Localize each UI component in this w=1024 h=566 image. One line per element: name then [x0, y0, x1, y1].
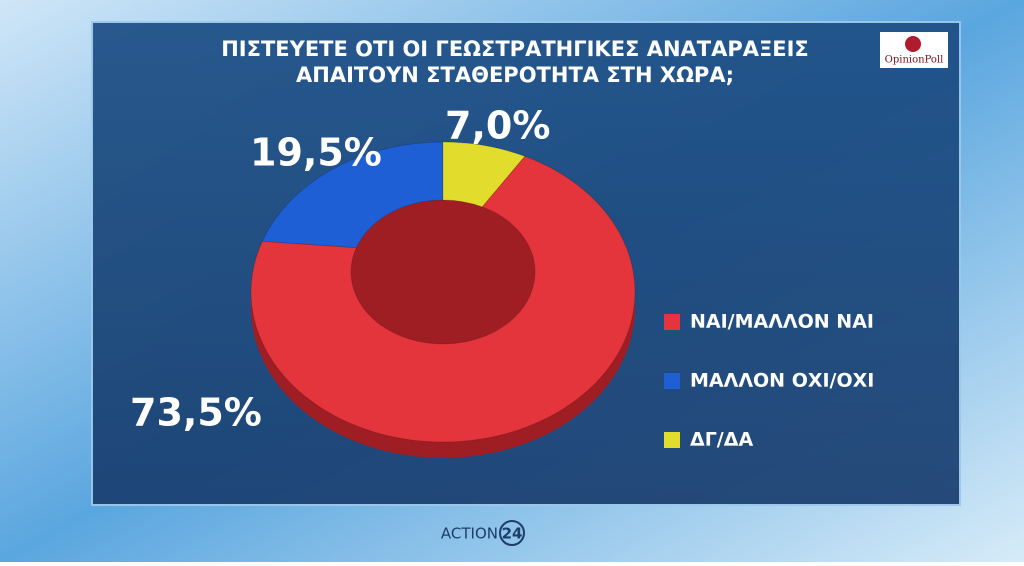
legend-swatch — [664, 432, 680, 448]
channel-logo-number: 24 — [502, 525, 523, 543]
donut-slice — [442, 141, 526, 208]
poll-logo: OpinionPoll — [885, 55, 944, 66]
legend-label: ΝΑΙ/ΜΑΛΛΟΝ ΝΑΙ — [690, 311, 874, 333]
channel-logo-ring — [499, 520, 525, 546]
legend-label: ΜΑΛΛΟΝ ΟΧΙ/ΟΧΙ — [690, 370, 874, 392]
legend-label: ΔΓ/ΔΑ — [690, 429, 753, 451]
legend-swatch — [664, 373, 680, 389]
legend-swatch — [664, 314, 680, 330]
chart-title: ΑΠΑΙΤΟΥΝ ΣΤΑΘΕΡΟΤΗΤΑ ΣΤΗ ΧΩΡΑ; — [296, 63, 734, 87]
value-label: 19,5% — [250, 131, 382, 175]
poll-logo-icon — [905, 36, 921, 52]
channel-logo: ACTION — [441, 525, 498, 543]
donut-slice — [250, 155, 636, 443]
value-label: 73,5% — [130, 391, 262, 435]
value-label: 7,0% — [445, 104, 550, 148]
chart-title: ΠΙΣΤΕΥΕΤΕ ΟΤΙ ΟΙ ΓΕΩΣΤΡΑΤΗΓΙΚΕΣ ΑΝΑΤΑΡΑΞ… — [221, 37, 809, 61]
donut-slice — [261, 141, 444, 249]
